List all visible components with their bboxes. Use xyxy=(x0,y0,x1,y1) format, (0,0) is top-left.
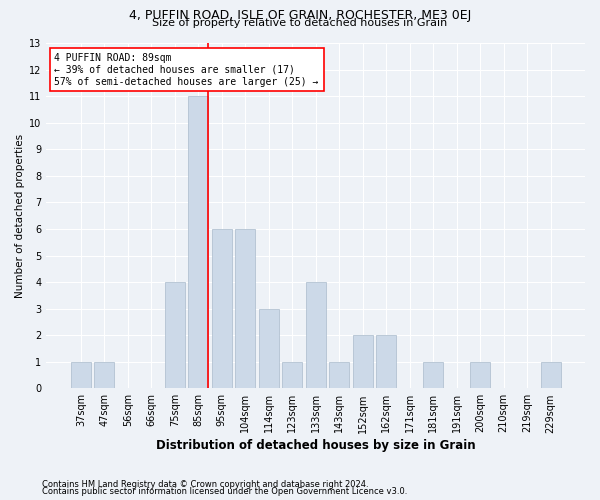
Text: Size of property relative to detached houses in Grain: Size of property relative to detached ho… xyxy=(152,18,448,28)
Bar xyxy=(306,282,326,389)
Bar xyxy=(329,362,349,388)
Bar xyxy=(165,282,185,389)
Y-axis label: Number of detached properties: Number of detached properties xyxy=(15,134,25,298)
Text: 4 PUFFIN ROAD: 89sqm
← 39% of detached houses are smaller (17)
57% of semi-detac: 4 PUFFIN ROAD: 89sqm ← 39% of detached h… xyxy=(55,54,319,86)
Bar xyxy=(259,308,279,388)
Bar xyxy=(235,229,255,388)
Bar xyxy=(188,96,208,388)
Bar xyxy=(376,335,396,388)
Bar xyxy=(353,335,373,388)
Bar xyxy=(71,362,91,388)
Bar xyxy=(541,362,560,388)
Text: 4, PUFFIN ROAD, ISLE OF GRAIN, ROCHESTER, ME3 0EJ: 4, PUFFIN ROAD, ISLE OF GRAIN, ROCHESTER… xyxy=(129,9,471,22)
Bar xyxy=(423,362,443,388)
Bar xyxy=(94,362,115,388)
Bar xyxy=(470,362,490,388)
X-axis label: Distribution of detached houses by size in Grain: Distribution of detached houses by size … xyxy=(156,440,476,452)
Text: Contains public sector information licensed under the Open Government Licence v3: Contains public sector information licen… xyxy=(42,487,407,496)
Text: Contains HM Land Registry data © Crown copyright and database right 2024.: Contains HM Land Registry data © Crown c… xyxy=(42,480,368,489)
Bar xyxy=(212,229,232,388)
Bar xyxy=(282,362,302,388)
